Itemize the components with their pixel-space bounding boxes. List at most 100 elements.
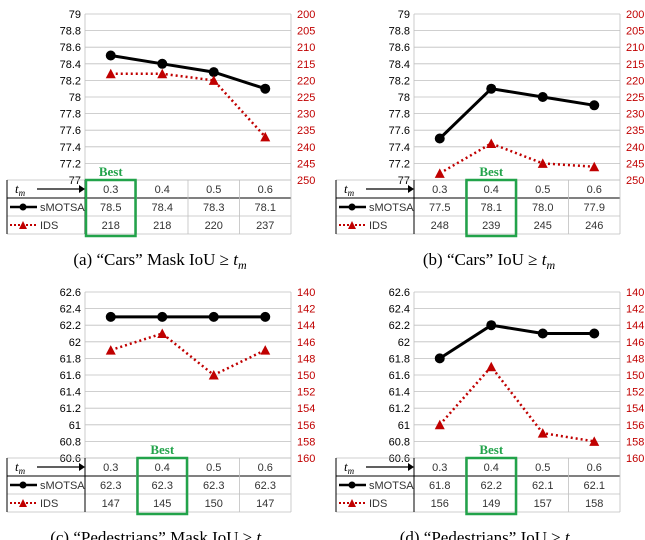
caption-tm: t [565,528,571,540]
point-ids [157,328,168,338]
caption-tm-subscript: m [570,536,579,540]
left-tick-label: 61.6 [389,370,410,382]
right-tick-label: 146 [297,337,315,349]
right-tick-label: 154 [297,403,315,415]
value-label-ids: 248 [431,220,449,232]
right-tick-label: 215 [297,59,315,71]
value-label-smotsa: 77.9 [584,202,605,214]
value-label-ids: 239 [482,220,500,232]
left-tick-label: 61.8 [60,353,81,365]
right-tick-label: 146 [626,337,644,349]
caption-tm: t [233,250,239,269]
best-label: Best [150,442,175,457]
right-tick-label: 250 [297,175,315,187]
left-tick-label: 61.4 [389,387,410,399]
value-label-smotsa: 78.1 [255,202,276,214]
point-smotsa [537,92,548,102]
right-tick-label: 240 [626,142,644,154]
legend-marker-ids [348,499,356,507]
right-tick-label: 230 [626,109,644,121]
category-label: 0.3 [103,184,118,196]
value-label-ids: 218 [153,220,171,232]
left-tick-label: 77 [69,175,81,187]
left-tick-label: 60.8 [389,436,410,448]
value-label-ids: 145 [153,498,171,510]
right-tick-label: 205 [626,26,644,38]
category-label: 0.5 [535,184,550,196]
legend-marker-smotsa [348,481,356,489]
point-ids [105,345,116,355]
best-highlight-box [84,178,137,238]
point-smotsa [105,50,116,61]
value-label-ids: 245 [534,220,552,232]
tm-row-label: tm [344,459,355,476]
tm-arrow-head [408,463,414,471]
tm-row-label: tm [344,181,355,198]
best-label: Best [99,164,124,179]
value-label-ids: 150 [205,498,223,510]
legend-marker-ids [19,221,27,229]
right-tick-label: 160 [297,453,315,465]
legend-marker-smotsa [348,203,356,211]
point-smotsa [105,311,116,322]
category-label: 0.6 [587,462,602,474]
legend-marker-smotsa [19,203,27,211]
category-label: 0.3 [432,184,447,196]
value-label-ids: 147 [256,498,274,510]
left-tick-label: 62.6 [389,287,410,299]
panel-caption: (d) “Pedestrians” IoU ≥ tm [400,528,579,540]
series-line-ids [110,72,267,138]
series-line-ids [110,332,266,377]
tm-subscript: m [19,188,26,198]
left-tick-label: 77.6 [60,125,81,137]
category-label: 0.5 [206,462,221,474]
category-label: 0.5 [535,462,550,474]
right-tick-label: 156 [297,420,315,432]
value-label-ids: 147 [102,498,120,510]
point-smotsa [208,67,219,78]
right-tick-label: 210 [626,42,644,54]
right-tick-label: 205 [297,26,315,38]
value-label-smotsa: 78.3 [203,202,224,214]
value-label-smotsa: 62.3 [100,480,121,492]
point-smotsa [537,328,548,339]
tm-arrow-head [79,463,85,471]
right-tick-label: 144 [626,320,644,332]
point-ids [260,345,271,355]
tm-subscript: m [19,466,26,476]
row-label-ids: IDS [40,220,58,232]
row-label-ids: IDS [369,220,387,232]
value-label-smotsa: 78.4 [152,202,173,214]
point-ids [589,436,600,446]
right-tick-label: 220 [297,75,315,87]
left-tick-label: 78.8 [389,26,410,38]
right-tick-label: 235 [626,125,644,137]
left-tick-label: 61.2 [60,403,81,415]
tm-arrow-head [79,185,85,193]
left-tick-label: 78.6 [60,42,81,54]
value-label-smotsa: 78.0 [532,202,553,214]
left-tick-label: 78.4 [60,59,81,71]
panel-caption: (c) “Pedestrians” Mask IoU ≥ tm [50,528,270,540]
left-tick-label: 79 [398,9,410,21]
point-ids [434,419,445,430]
value-label-ids: 218 [102,220,120,232]
point-ids [486,361,497,372]
right-tick-label: 158 [297,436,315,448]
right-tick-label: 142 [626,304,644,316]
value-label-smotsa: 62.3 [255,480,276,492]
point-smotsa [589,100,600,111]
left-tick-label: 62.2 [60,320,81,332]
category-label: 0.4 [155,462,170,474]
chart-panel-4: 62.6 62.4 62.2 62 61.8 61.6 61.4 61.2 61 60.8 60.6… [335,287,644,540]
right-tick-label: 245 [297,158,315,170]
category-label: 0.6 [258,462,273,474]
caption-tm: t [542,250,548,269]
category-label: 0.6 [258,184,273,196]
right-tick-label: 225 [297,92,315,104]
series-line-ids [439,142,595,175]
value-label-ids: 237 [256,220,274,232]
point-smotsa [434,353,445,364]
best-label: Best [479,164,504,179]
value-label-ids: 149 [482,498,500,510]
